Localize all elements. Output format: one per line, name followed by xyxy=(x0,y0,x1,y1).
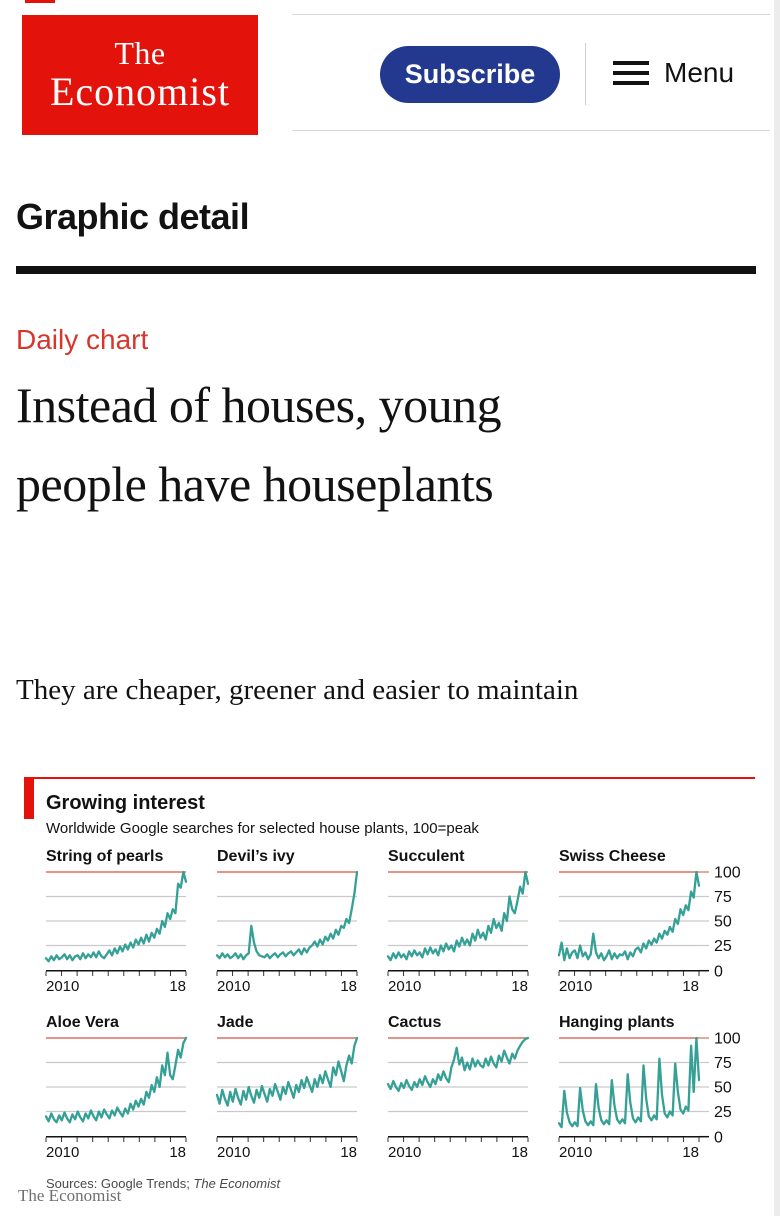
x-label-start: 2010 xyxy=(559,978,592,995)
data-line xyxy=(44,1036,188,1124)
chart-plot: 2010 18 xyxy=(215,870,359,995)
small-chart: Jade 2010 18 xyxy=(215,1014,359,1168)
x-label-end: 18 xyxy=(169,978,186,995)
header-divider xyxy=(585,43,586,105)
chart-title: Aloe Vera xyxy=(46,1014,119,1031)
x-label-start: 2010 xyxy=(217,1144,250,1161)
y-label: 0 xyxy=(714,1129,723,1146)
x-label-start: 2010 xyxy=(559,1144,592,1161)
small-multiples-grid: String of pearls 2010 18 Devil’s ivy 2010 18 S… xyxy=(44,848,755,1168)
y-label: 50 xyxy=(714,914,732,931)
chart-title: Succulent xyxy=(388,848,465,865)
small-chart: String of pearls 2010 18 xyxy=(44,848,188,1002)
subscribe-button[interactable]: Subscribe xyxy=(380,46,560,103)
data-line xyxy=(215,870,359,961)
y-label: 75 xyxy=(714,889,732,906)
x-label-end: 18 xyxy=(682,978,699,995)
chart-panel: Growing interest Worldwide Google search… xyxy=(24,777,755,1191)
chart-plot: 2010 18 0 25 50 75 100 xyxy=(557,1031,741,1161)
footer-brand: The Economist xyxy=(18,1186,122,1205)
y-label: 100 xyxy=(714,865,741,882)
chart-plot: 2010 18 xyxy=(44,870,188,995)
small-chart: Devil’s ivy 2010 18 xyxy=(215,848,359,1002)
hamburger-icon xyxy=(613,60,649,85)
article-subheadline: They are cheaper, greener and easier to … xyxy=(16,674,579,706)
y-label: 50 xyxy=(714,1080,732,1097)
x-label-start: 2010 xyxy=(46,1144,79,1161)
x-label-start: 2010 xyxy=(388,1144,421,1161)
chart-title: String of pearls xyxy=(46,848,164,865)
small-chart: Aloe Vera 2010 18 xyxy=(44,1014,188,1168)
panel-red-tab xyxy=(24,779,34,819)
chart-plot: 2010 18 xyxy=(386,870,530,995)
sources-publication: The Economist xyxy=(193,1176,281,1191)
chart-title: Jade xyxy=(217,1014,254,1031)
logo-line1: The xyxy=(114,35,166,71)
chart-title: Hanging plants xyxy=(559,1014,675,1031)
section-title: Graphic detail xyxy=(16,196,250,237)
small-chart: Hanging plants 2010 18 0 25 50 75 100 xyxy=(557,1014,741,1168)
scroll-progress-bar xyxy=(25,0,55,3)
menu-label: Menu xyxy=(664,56,735,88)
menu-button[interactable]: Menu xyxy=(613,15,734,130)
sources-prefix: Sources: Google Trends; xyxy=(46,1176,194,1191)
small-chart: Swiss Cheese 2010 18 0 25 50 75 100 xyxy=(557,848,741,1002)
y-label: 75 xyxy=(714,1055,732,1072)
logo-line2: Economist xyxy=(49,69,231,114)
x-label-end: 18 xyxy=(682,1144,699,1161)
x-label-start: 2010 xyxy=(388,978,421,995)
x-label-start: 2010 xyxy=(217,978,250,995)
eyebrow-link-daily-chart[interactable]: Daily chart xyxy=(16,324,149,355)
data-line xyxy=(557,1036,701,1129)
chart-title: Devil’s ivy xyxy=(217,848,295,865)
scrollbar[interactable] xyxy=(774,0,780,1216)
y-label: 100 xyxy=(714,1031,741,1048)
small-chart: Cactus 2010 18 xyxy=(386,1014,530,1168)
x-label-end: 18 xyxy=(511,978,528,995)
data-line xyxy=(386,870,530,962)
section-rule xyxy=(16,266,756,274)
chart-title: Swiss Cheese xyxy=(559,848,666,865)
header-actions: Subscribe Menu xyxy=(292,14,770,131)
chart-title: Cactus xyxy=(388,1014,442,1031)
chart-plot: 2010 18 xyxy=(44,1036,188,1161)
chart-panel-title: Growing interest xyxy=(46,792,205,814)
x-label-start: 2010 xyxy=(46,978,79,995)
data-line xyxy=(44,870,188,963)
data-line xyxy=(215,1036,359,1107)
y-label: 0 xyxy=(714,963,723,980)
data-line xyxy=(557,870,701,962)
chart-plot: 2010 18 0 25 50 75 100 xyxy=(557,865,741,995)
article-headline: Instead of houses, young people have hou… xyxy=(16,377,502,512)
y-label: 25 xyxy=(714,938,732,955)
data-line xyxy=(386,1036,530,1093)
x-label-end: 18 xyxy=(511,1144,528,1161)
chart-plot: 2010 18 xyxy=(215,1036,359,1161)
x-label-end: 18 xyxy=(340,1144,357,1161)
chart-panel-subtitle: Worldwide Google searches for selected h… xyxy=(46,820,479,837)
y-label: 25 xyxy=(714,1104,732,1121)
x-label-end: 18 xyxy=(340,978,357,995)
economist-logo[interactable]: The Economist xyxy=(22,15,258,135)
x-label-end: 18 xyxy=(169,1144,186,1161)
small-chart: Succulent 2010 18 xyxy=(386,848,530,1002)
chart-sources: Sources: Google Trends; The Economist xyxy=(46,1176,755,1191)
chart-plot: 2010 18 xyxy=(386,1036,530,1161)
